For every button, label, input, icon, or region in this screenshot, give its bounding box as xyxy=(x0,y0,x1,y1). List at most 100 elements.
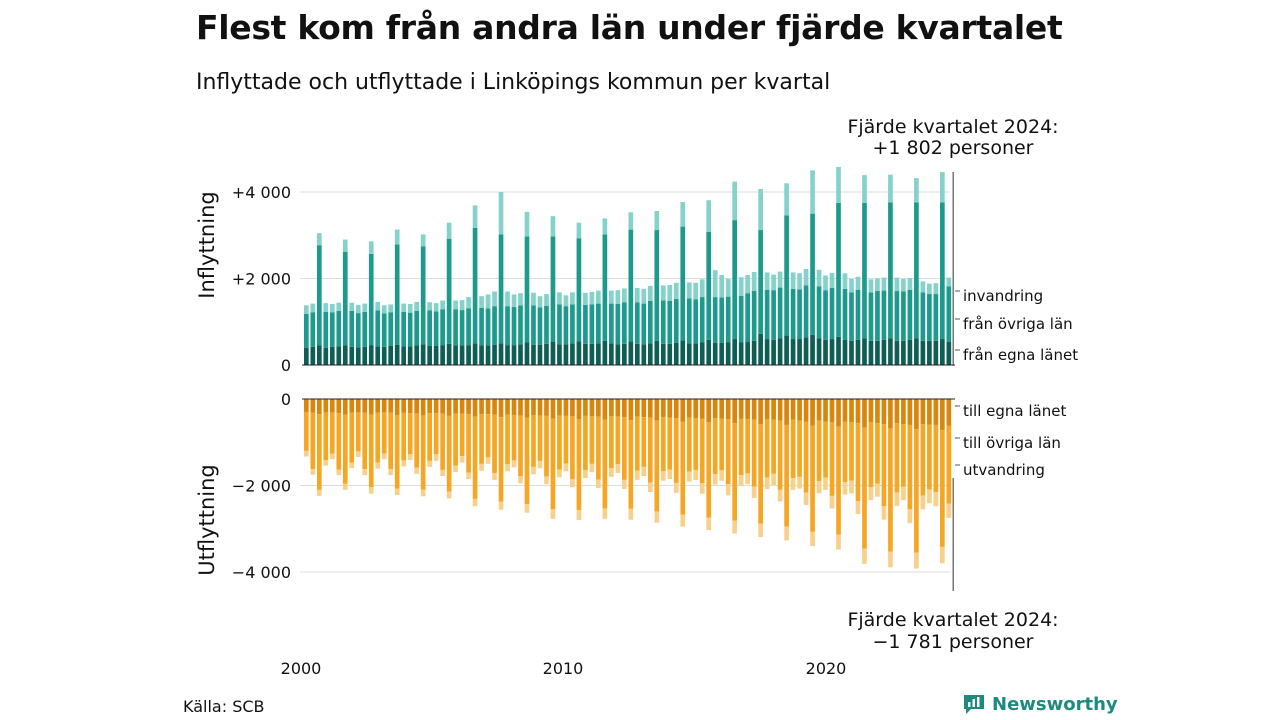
bar-outflow xyxy=(907,399,913,425)
legend-label-inflow: från övriga län xyxy=(963,315,1073,333)
bar-outflow xyxy=(433,454,439,461)
bar-inflow xyxy=(466,308,471,346)
bar-outflow xyxy=(615,416,621,465)
bar-inflow xyxy=(511,307,517,346)
bar-outflow xyxy=(764,419,770,478)
y-tick-label: 0 xyxy=(281,390,291,409)
bar-inflow xyxy=(576,341,582,365)
bar-outflow xyxy=(790,419,796,479)
bar-inflow xyxy=(433,303,439,312)
bar-inflow xyxy=(446,222,452,239)
bar-outflow xyxy=(570,479,575,488)
bar-outflow xyxy=(355,412,361,452)
bar-outflow xyxy=(634,470,640,480)
bar-inflow xyxy=(875,291,880,341)
bar-inflow xyxy=(751,272,757,292)
bar-outflow xyxy=(712,418,718,475)
bar-outflow xyxy=(706,422,712,518)
bar-inflow xyxy=(699,297,705,343)
bar-inflow xyxy=(511,345,517,365)
bar-outflow xyxy=(628,420,634,509)
bar-outflow xyxy=(784,526,789,541)
bar-inflow xyxy=(901,291,906,341)
bar-inflow xyxy=(433,311,439,346)
bar-inflow xyxy=(492,306,497,345)
bar-inflow xyxy=(803,268,809,286)
bar-outflow xyxy=(401,460,407,467)
bar-outflow xyxy=(511,415,517,461)
bar-outflow xyxy=(304,450,309,457)
bar-outflow xyxy=(570,416,575,480)
bar-inflow xyxy=(511,294,517,308)
bar-inflow xyxy=(842,288,848,340)
bar-inflow xyxy=(732,220,738,340)
bar-inflow xyxy=(849,278,854,293)
bar-outflow xyxy=(823,477,828,490)
bar-outflow xyxy=(589,416,595,464)
bar-outflow xyxy=(304,411,309,451)
bar-inflow xyxy=(310,312,316,347)
bar-inflow xyxy=(745,275,750,294)
bar-outflow xyxy=(790,399,796,420)
bar-outflow xyxy=(699,399,705,419)
bar-outflow xyxy=(505,399,510,415)
bar-outflow xyxy=(537,399,543,416)
bar-inflow xyxy=(459,345,465,365)
bar-inflow xyxy=(355,313,361,348)
y-tick-label: +4 000 xyxy=(232,183,291,202)
bar-outflow xyxy=(498,501,504,510)
bar-inflow xyxy=(751,291,757,341)
bar-outflow xyxy=(907,424,913,510)
bar-outflow xyxy=(362,412,368,470)
bar-outflow xyxy=(862,427,867,549)
bar-outflow xyxy=(518,475,523,484)
bar-outflow xyxy=(777,420,783,490)
bar-inflow xyxy=(316,345,322,365)
bar-inflow xyxy=(680,226,686,341)
bar-inflow xyxy=(414,301,419,311)
bar-outflow xyxy=(829,399,835,423)
bar-outflow xyxy=(596,479,601,489)
bar-inflow xyxy=(654,211,660,231)
bar-outflow xyxy=(381,453,387,460)
bar-outflow xyxy=(440,399,445,414)
bar-outflow xyxy=(550,399,556,419)
bar-inflow xyxy=(946,341,952,365)
bar-inflow xyxy=(738,277,744,296)
bar-inflow xyxy=(576,222,582,239)
bar-inflow xyxy=(894,277,900,292)
bar-outflow xyxy=(725,484,731,496)
y-tick-label: +2 000 xyxy=(232,270,291,289)
bar-inflow xyxy=(673,342,679,365)
bar-inflow xyxy=(427,345,432,365)
bar-inflow xyxy=(563,306,569,345)
bar-outflow xyxy=(342,399,348,415)
annotation-outflow-line1: Fjärde kvartalet 2024: xyxy=(847,609,1058,631)
bar-outflow xyxy=(706,517,712,531)
bar-inflow xyxy=(615,344,621,365)
bar-outflow xyxy=(816,420,822,482)
bar-inflow xyxy=(557,304,562,345)
bar-inflow xyxy=(583,304,588,344)
bar-outflow xyxy=(329,412,335,454)
bar-outflow xyxy=(693,399,699,419)
bar-outflow xyxy=(693,469,699,480)
bar-outflow xyxy=(855,423,861,502)
bar-inflow xyxy=(570,304,575,344)
bar-inflow xyxy=(453,300,458,310)
legend-label-inflow: invandring xyxy=(963,287,1043,305)
bar-inflow xyxy=(388,345,394,365)
bar-inflow xyxy=(472,227,478,344)
bar-outflow xyxy=(407,413,413,455)
bar-inflow xyxy=(427,310,432,346)
bar-outflow xyxy=(641,466,647,476)
bar-outflow xyxy=(472,416,478,499)
bar-outflow xyxy=(479,414,484,464)
bar-inflow xyxy=(855,289,861,340)
bar-inflow xyxy=(440,309,445,346)
bar-outflow xyxy=(771,419,776,474)
bar-outflow xyxy=(803,492,809,505)
bar-inflow xyxy=(427,302,432,311)
bar-outflow xyxy=(745,399,750,420)
bar-inflow xyxy=(336,302,342,311)
